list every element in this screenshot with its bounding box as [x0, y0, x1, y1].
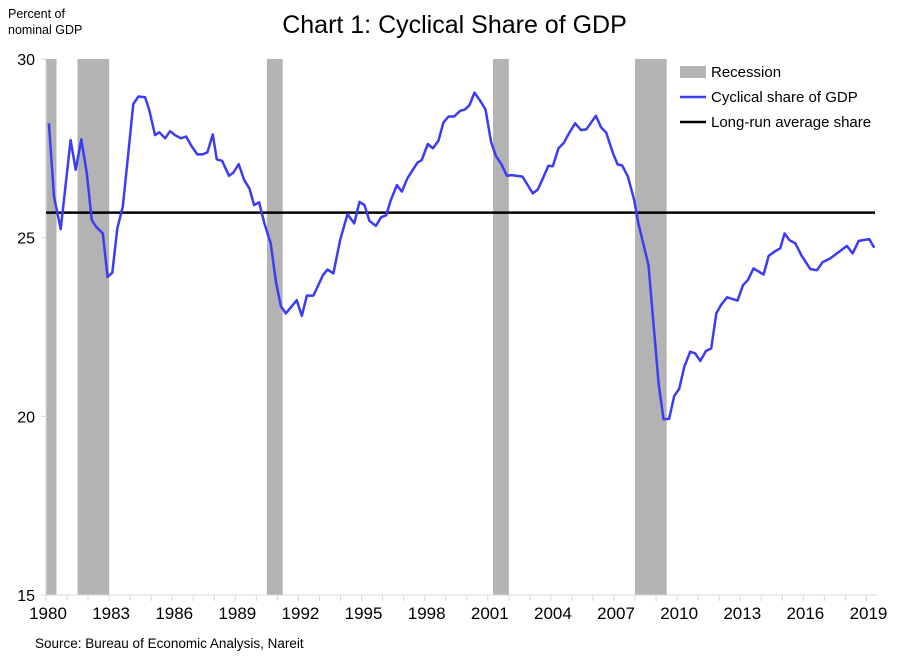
- x-tick-label: 1998: [408, 604, 446, 623]
- source-note: Source: Bureau of Economic Analysis, Nar…: [35, 636, 304, 651]
- x-tick-label: 1986: [155, 604, 193, 623]
- x-tick-label: 2016: [786, 604, 824, 623]
- x-tick-label: 1980: [29, 604, 67, 623]
- legend-label: Recession: [711, 64, 781, 81]
- x-tick-label: 1983: [92, 604, 130, 623]
- y-axis-label: Percent of nominal GDP: [8, 6, 83, 38]
- x-tick-label: 2013: [723, 604, 761, 623]
- legend-label: Cyclical share of GDP: [711, 89, 858, 106]
- x-tick-label: 2001: [471, 604, 509, 623]
- recession-band: [493, 59, 509, 595]
- y-tick-label: 25: [17, 231, 35, 248]
- x-tick-label: 2007: [597, 604, 635, 623]
- y-tick-label: 20: [17, 409, 35, 426]
- recession-band: [46, 59, 57, 595]
- legend-swatch-recession: [680, 66, 706, 78]
- x-tick-label: 2010: [660, 604, 698, 623]
- chart-title: Chart 1: Cyclical Share of GDP: [282, 11, 627, 39]
- recession-band: [635, 59, 667, 595]
- y-axis-label-text: Percent of nominal GDP: [8, 7, 83, 37]
- recession-band: [266, 59, 283, 595]
- y-tick-label: 30: [17, 52, 35, 69]
- x-tick-label: 2004: [534, 604, 572, 623]
- x-tick-label: 1995: [345, 604, 383, 623]
- cyclical-share-line: [47, 91, 876, 421]
- x-tick-label: 1989: [218, 604, 256, 623]
- x-tick-label: 1992: [282, 604, 320, 623]
- y-tick-label: 15: [17, 588, 35, 605]
- x-tick-label: 2019: [850, 604, 888, 623]
- legend-label: Long-run average share: [711, 114, 871, 131]
